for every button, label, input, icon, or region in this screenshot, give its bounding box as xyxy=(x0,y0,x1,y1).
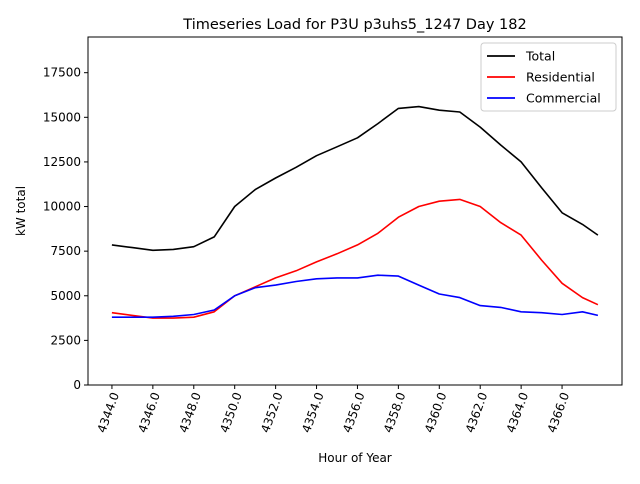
x-tick-label: 4364.0 xyxy=(504,390,532,434)
x-tick-label: 4350.0 xyxy=(217,390,245,434)
x-tick-label: 4354.0 xyxy=(299,390,327,434)
x-tick-label: 4346.0 xyxy=(135,390,163,434)
y-tick-label: 10000 xyxy=(43,200,81,214)
legend: Total Residential Commercial xyxy=(480,42,617,112)
x-axis-ticks: 4344.0 4346.0 4348.0 4350.0 4352.0 4354.0 4356… xyxy=(95,385,573,435)
series-layer xyxy=(111,105,599,319)
legend-box xyxy=(480,42,617,112)
y-axis-label: kW total xyxy=(14,186,28,236)
series-line-total xyxy=(111,105,599,252)
y-axis-ticks: 0 2500 5000 7500 10000 12500 15000 17500 xyxy=(43,66,88,392)
series-line-residential xyxy=(111,198,599,319)
y-tick-label: 17500 xyxy=(43,66,81,80)
x-tick-label: 4360.0 xyxy=(422,390,450,434)
y-tick-label: 7500 xyxy=(50,244,81,258)
x-tick-label: 4356.0 xyxy=(340,390,368,434)
y-tick-label: 5000 xyxy=(50,289,81,303)
y-tick-label: 12500 xyxy=(43,155,81,169)
chart-title: Timeseries Load for P3U p3uhs5_1247 Day … xyxy=(182,17,526,33)
y-tick-label: 0 xyxy=(73,378,81,392)
legend-label-residential: Residential xyxy=(526,70,595,85)
series-line-commercial xyxy=(111,274,599,319)
legend-label-total: Total xyxy=(525,49,555,64)
x-tick-label: 4352.0 xyxy=(258,390,286,434)
x-tick-label: 4358.0 xyxy=(381,390,409,434)
x-tick-label: 4366.0 xyxy=(545,390,573,434)
plot-frame xyxy=(87,36,623,386)
x-tick-label: 4344.0 xyxy=(95,390,123,434)
y-tick-label: 2500 xyxy=(50,333,81,347)
x-tick-label: 4362.0 xyxy=(463,390,491,434)
x-tick-label: 4348.0 xyxy=(176,390,204,434)
x-axis-label: Hour of Year xyxy=(318,451,392,465)
legend-label-commercial: Commercial xyxy=(526,91,601,106)
y-tick-label: 15000 xyxy=(43,110,81,124)
